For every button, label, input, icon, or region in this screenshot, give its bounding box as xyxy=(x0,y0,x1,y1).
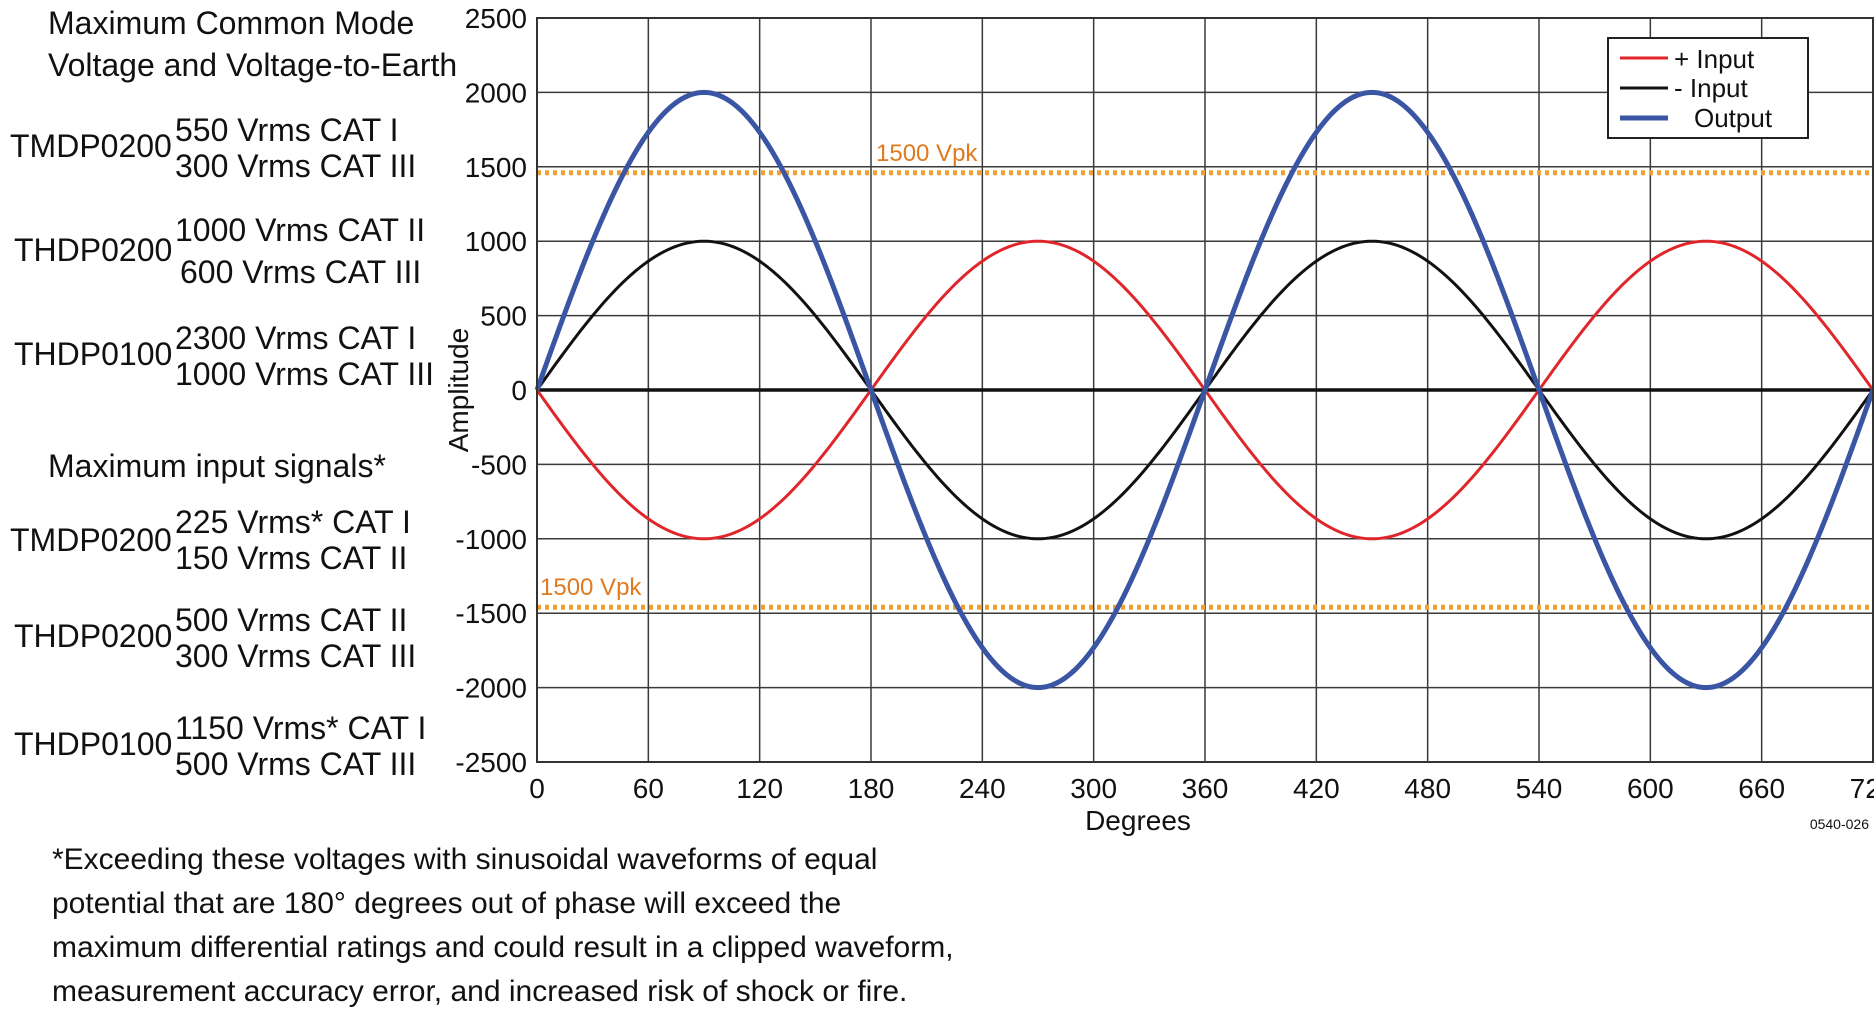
model-name: TMDP0200 xyxy=(10,522,172,558)
y-tick-label: 2500 xyxy=(465,3,527,34)
model-name: THDP0100 xyxy=(14,336,173,372)
legend-label: + Input xyxy=(1674,44,1755,74)
footnote-line: *Exceeding these voltages with sinusoida… xyxy=(52,843,878,876)
x-tick-label: 120 xyxy=(736,773,783,804)
x-tick-label: 300 xyxy=(1070,773,1117,804)
x-tick-label: 720 xyxy=(1850,773,1874,804)
rating-line: 500 Vrms CAT III xyxy=(175,746,417,782)
legend-label: - Input xyxy=(1674,73,1748,103)
common-mode-title-line1: Maximum Common Mode xyxy=(48,5,415,41)
rating-line: 150 Vrms CAT II xyxy=(175,540,408,576)
model-name: TMDP0200 xyxy=(10,128,172,164)
reference-line-label: 1500 Vpk xyxy=(540,574,642,601)
figure-id: 0540-026 xyxy=(1810,816,1869,832)
y-tick-label: -1000 xyxy=(455,524,527,555)
x-tick-label: 480 xyxy=(1404,773,1451,804)
rating-line: 550 Vrms CAT I xyxy=(175,112,399,148)
footnote: *Exceeding these voltages with sinusoida… xyxy=(52,838,954,1014)
legend-label: Output xyxy=(1694,103,1773,133)
x-tick-label: 420 xyxy=(1293,773,1340,804)
rating-line: 1000 Vrms CAT III xyxy=(175,356,435,392)
rating-line: 1150 Vrms* CAT I xyxy=(175,710,427,746)
model-name: THDP0200 xyxy=(14,232,173,268)
rating-line: 1000 Vrms CAT II xyxy=(175,212,426,248)
y-tick-label: 0 xyxy=(511,375,527,406)
reference-line-label: 1500 Vpk xyxy=(876,140,978,167)
model-name: THDP0100 xyxy=(14,726,173,762)
rating-line: 600 Vrms CAT III xyxy=(180,254,422,290)
rating-line: 500 Vrms CAT II xyxy=(175,602,408,638)
y-tick-label: -2500 xyxy=(455,747,527,778)
x-tick-label: 600 xyxy=(1627,773,1674,804)
rating-line: 300 Vrms CAT III xyxy=(175,148,417,184)
rating-line: 225 Vrms* CAT I xyxy=(175,504,411,540)
tick-labels: 0 60 120 180 240 300 360 420 480 540 600 660 720 2500… xyxy=(455,3,1874,804)
x-tick-label: 180 xyxy=(848,773,895,804)
rating-line: 300 Vrms CAT III xyxy=(175,638,417,674)
x-tick-label: 0 xyxy=(529,773,545,804)
y-tick-label: 2000 xyxy=(465,77,527,108)
x-tick-label: 660 xyxy=(1738,773,1785,804)
y-tick-label: -1500 xyxy=(455,598,527,629)
x-axis-label: Degrees xyxy=(1085,805,1191,836)
x-tick-label: 60 xyxy=(633,773,664,804)
model-name: THDP0200 xyxy=(14,618,173,654)
x-tick-label: 540 xyxy=(1516,773,1563,804)
series-line-output xyxy=(534,89,1874,691)
footnote-line: potential that are 180° degrees out of p… xyxy=(52,887,842,920)
legend: + Input - Input Output xyxy=(1607,37,1809,139)
plot-frame xyxy=(536,17,1874,763)
y-tick-label: 500 xyxy=(480,301,527,332)
common-mode-title-line2: Voltage and Voltage-to-Earth xyxy=(48,47,458,83)
y-tick-label: -500 xyxy=(471,449,527,480)
y-tick-label: 1000 xyxy=(465,226,527,257)
x-tick-label: 240 xyxy=(959,773,1006,804)
rating-line: 2300 Vrms CAT I xyxy=(175,320,417,356)
x-tick-label: 360 xyxy=(1182,773,1229,804)
y-tick-label: -2000 xyxy=(455,673,527,704)
y-tick-label: 1500 xyxy=(465,152,527,183)
reference-lines: 1500 Vpk 1500 Vpk xyxy=(537,140,1873,610)
footnote-line: maximum differential ratings and could r… xyxy=(52,931,954,964)
footnote-line: measurement accuracy error, and increase… xyxy=(52,975,908,1008)
y-axis-label: Amplitude xyxy=(443,328,474,453)
input-signals-title: Maximum input signals* xyxy=(48,448,386,484)
series-lines xyxy=(534,89,1874,691)
